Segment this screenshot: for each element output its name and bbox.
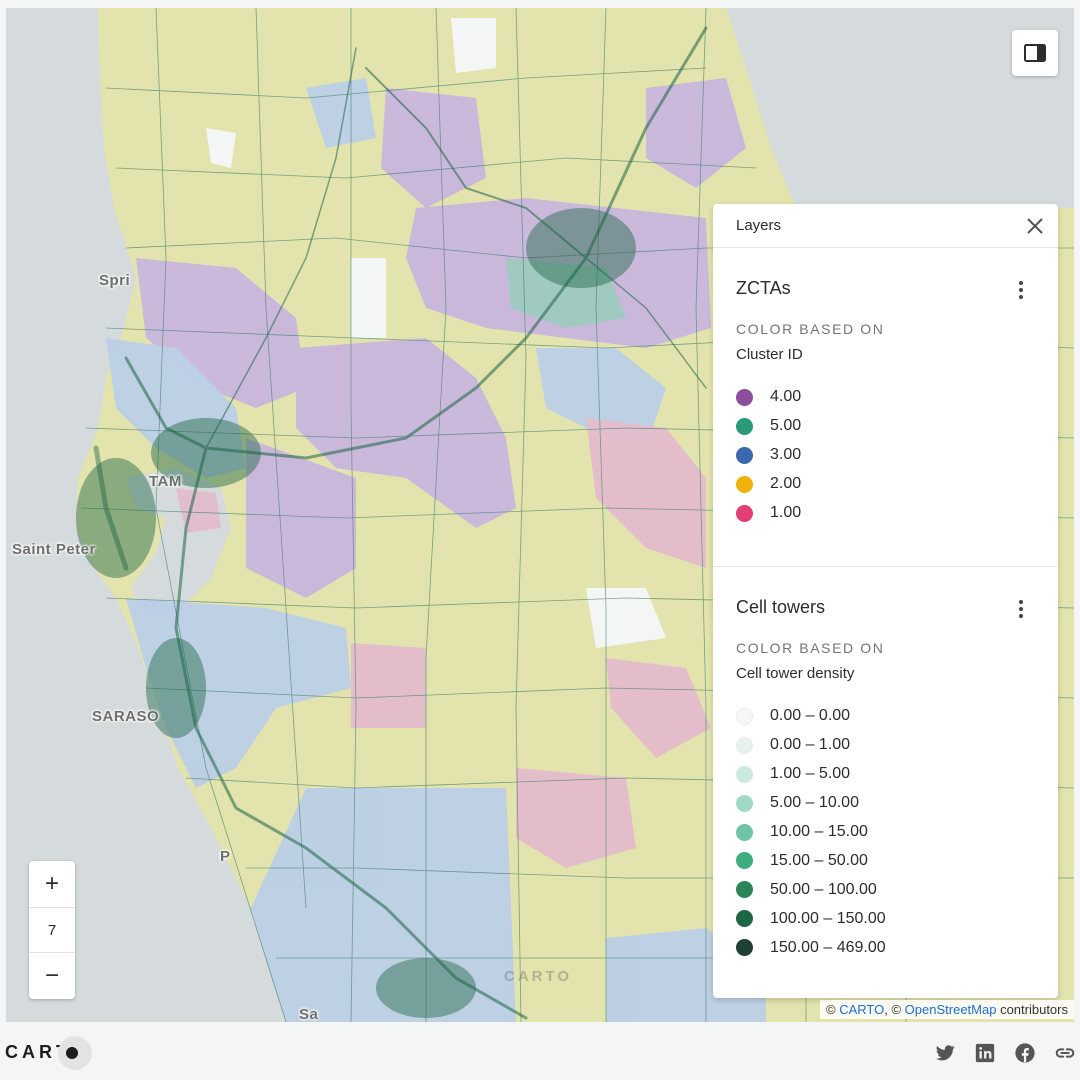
carto-logo[interactable]: CART bbox=[5, 1042, 71, 1062]
city-label: TAM bbox=[149, 473, 182, 490]
legend-label: 2.00 bbox=[770, 475, 802, 493]
color-attribute: Cluster ID bbox=[736, 346, 803, 363]
legend-label: 5.00 bbox=[770, 417, 802, 435]
legend-swatch bbox=[736, 881, 753, 899]
legend-swatch bbox=[736, 794, 753, 812]
link-icon[interactable] bbox=[1054, 1042, 1076, 1064]
legend-label: 3.00 bbox=[770, 446, 802, 464]
toggle-panel-button[interactable] bbox=[1012, 30, 1058, 76]
linkedin-icon[interactable] bbox=[974, 1042, 996, 1064]
legend-item: 0.00 – 0.00 bbox=[736, 702, 1035, 731]
legend-item: 1.00 bbox=[736, 499, 1035, 528]
zoom-control: + 7 − bbox=[29, 861, 75, 999]
legend-swatch bbox=[736, 823, 753, 841]
city-label: Sa bbox=[299, 1006, 319, 1022]
layers-panel: Layers ZCTAs COLOR BASED ON Cluster ID 4… bbox=[713, 204, 1058, 998]
color-based-on-label: COLOR BASED ON bbox=[736, 640, 885, 656]
map-attribution: © CARTO, © OpenStreetMap contributors bbox=[820, 1000, 1074, 1019]
legend-item: 50.00 – 100.00 bbox=[736, 875, 1035, 904]
carto-link[interactable]: CARTO bbox=[839, 1002, 885, 1017]
legend-label: 0.00 – 0.00 bbox=[770, 707, 851, 725]
legend-swatch bbox=[736, 910, 753, 928]
legend-label: 100.00 – 150.00 bbox=[770, 909, 886, 927]
legend-item: 4.00 bbox=[736, 383, 1035, 412]
sidebar-panel-icon bbox=[1024, 44, 1046, 62]
layer-options-icon[interactable] bbox=[1018, 281, 1024, 302]
color-based-on-label: COLOR BASED ON bbox=[736, 321, 885, 337]
legend-swatch bbox=[736, 446, 753, 464]
legend-label: 150.00 – 469.00 bbox=[770, 938, 886, 956]
legend-label: 5.00 – 10.00 bbox=[770, 794, 859, 812]
layer-options-icon[interactable] bbox=[1018, 600, 1024, 621]
carto-watermark: CARTO bbox=[504, 968, 573, 985]
legend-label: 15.00 – 50.00 bbox=[770, 851, 868, 869]
legend-swatch bbox=[736, 939, 753, 957]
legend-item: 5.00 – 10.00 bbox=[736, 789, 1035, 818]
attribution-suffix: contributors bbox=[996, 1002, 1068, 1017]
close-icon[interactable] bbox=[1026, 217, 1044, 235]
carto-logo-dot bbox=[58, 1036, 92, 1070]
layers-panel-title: Layers bbox=[736, 217, 782, 234]
legend-item: 3.00 bbox=[736, 441, 1035, 470]
city-label: Spri bbox=[99, 272, 131, 289]
zoom-out-button[interactable]: − bbox=[44, 962, 59, 989]
color-attribute: Cell tower density bbox=[736, 665, 855, 682]
legend-label: 1.00 bbox=[770, 504, 802, 521]
legend-swatch bbox=[736, 475, 753, 493]
legend-swatch bbox=[736, 736, 753, 754]
attribution-sep: , © bbox=[884, 1002, 905, 1017]
layer-zctas: ZCTAs COLOR BASED ON Cluster ID 4.00 5.00… bbox=[713, 248, 1058, 566]
legend-item: 15.00 – 50.00 bbox=[736, 846, 1035, 875]
layer-cell-towers: Cell towers COLOR BASED ON Cell tower de… bbox=[713, 566, 1058, 962]
cell-tower-density bbox=[93, 26, 708, 1020]
zcta-boundaries bbox=[80, 8, 1074, 1022]
legend-item: 0.00 – 1.00 bbox=[736, 731, 1035, 760]
legend-item: 150.00 – 469.00 bbox=[736, 933, 1035, 962]
city-label: SARASO bbox=[92, 708, 160, 725]
legend-item: 1.00 – 5.00 bbox=[736, 760, 1035, 789]
legend: 0.00 – 0.00 0.00 – 1.00 1.00 – 5.00 5.00 – … bbox=[736, 702, 1035, 962]
twitter-icon[interactable] bbox=[934, 1042, 956, 1064]
legend-label: 4.00 bbox=[770, 388, 802, 406]
legend-label: 0.00 – 1.00 bbox=[770, 736, 851, 754]
footer: CART bbox=[0, 1022, 1080, 1080]
legend-item: 100.00 – 150.00 bbox=[736, 904, 1035, 933]
attribution-prefix: © bbox=[826, 1002, 840, 1017]
legend-item: 5.00 bbox=[736, 412, 1035, 441]
legend-swatch bbox=[736, 388, 753, 406]
urban-density bbox=[76, 208, 636, 1018]
legend-swatch bbox=[736, 765, 753, 783]
cluster-zones-pink bbox=[176, 418, 711, 868]
zoom-in-button[interactable]: + bbox=[44, 870, 59, 897]
layer-title: ZCTAs bbox=[736, 278, 791, 298]
layers-panel-header: Layers bbox=[713, 204, 1058, 248]
layer-title: Cell towers bbox=[736, 597, 826, 617]
legend: 4.00 5.00 3.00 2.00 1.00 bbox=[736, 383, 1035, 527]
osm-link[interactable]: OpenStreetMap bbox=[904, 1002, 997, 1017]
legend-label: 10.00 – 15.00 bbox=[770, 823, 868, 840]
legend-label: 1.00 – 5.00 bbox=[770, 765, 851, 783]
city-label: Saint Peter bbox=[12, 541, 96, 558]
legend-swatch bbox=[736, 707, 753, 725]
facebook-icon[interactable] bbox=[1014, 1042, 1036, 1064]
city-label: P bbox=[220, 848, 231, 865]
legend-swatch bbox=[736, 417, 753, 435]
legend-label: 50.00 – 100.00 bbox=[770, 880, 877, 898]
legend-swatch bbox=[736, 504, 753, 522]
zoom-level: 7 bbox=[29, 907, 75, 953]
legend-swatch bbox=[736, 852, 753, 870]
legend-item: 10.00 – 15.00 bbox=[736, 818, 1035, 847]
legend-item: 2.00 bbox=[736, 470, 1035, 499]
